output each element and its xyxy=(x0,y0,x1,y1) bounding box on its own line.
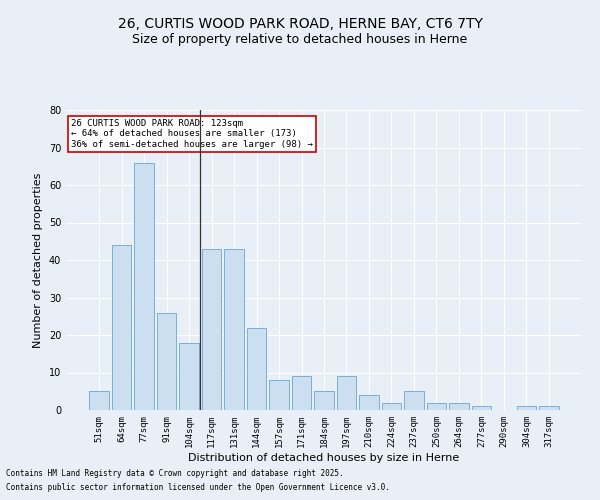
Text: 26 CURTIS WOOD PARK ROAD: 123sqm
← 64% of detached houses are smaller (173)
36% : 26 CURTIS WOOD PARK ROAD: 123sqm ← 64% o… xyxy=(71,119,313,149)
Bar xyxy=(427,402,446,410)
Text: Size of property relative to detached houses in Herne: Size of property relative to detached ho… xyxy=(133,32,467,46)
Bar xyxy=(112,245,131,410)
Bar xyxy=(449,402,469,410)
Bar xyxy=(89,391,109,410)
Bar xyxy=(247,328,266,410)
Bar xyxy=(292,376,311,410)
Bar xyxy=(202,248,221,410)
X-axis label: Distribution of detached houses by size in Herne: Distribution of detached houses by size … xyxy=(188,452,460,462)
Bar xyxy=(382,402,401,410)
Text: Contains public sector information licensed under the Open Government Licence v3: Contains public sector information licen… xyxy=(6,484,390,492)
Bar xyxy=(404,391,424,410)
Y-axis label: Number of detached properties: Number of detached properties xyxy=(33,172,43,348)
Bar xyxy=(472,406,491,410)
Text: 26, CURTIS WOOD PARK ROAD, HERNE BAY, CT6 7TY: 26, CURTIS WOOD PARK ROAD, HERNE BAY, CT… xyxy=(118,18,482,32)
Bar xyxy=(157,312,176,410)
Bar xyxy=(517,406,536,410)
Bar xyxy=(337,376,356,410)
Bar xyxy=(179,342,199,410)
Bar xyxy=(224,248,244,410)
Bar xyxy=(269,380,289,410)
Bar xyxy=(359,395,379,410)
Text: Contains HM Land Registry data © Crown copyright and database right 2025.: Contains HM Land Registry data © Crown c… xyxy=(6,468,344,477)
Bar xyxy=(314,391,334,410)
Bar xyxy=(134,162,154,410)
Bar xyxy=(539,406,559,410)
